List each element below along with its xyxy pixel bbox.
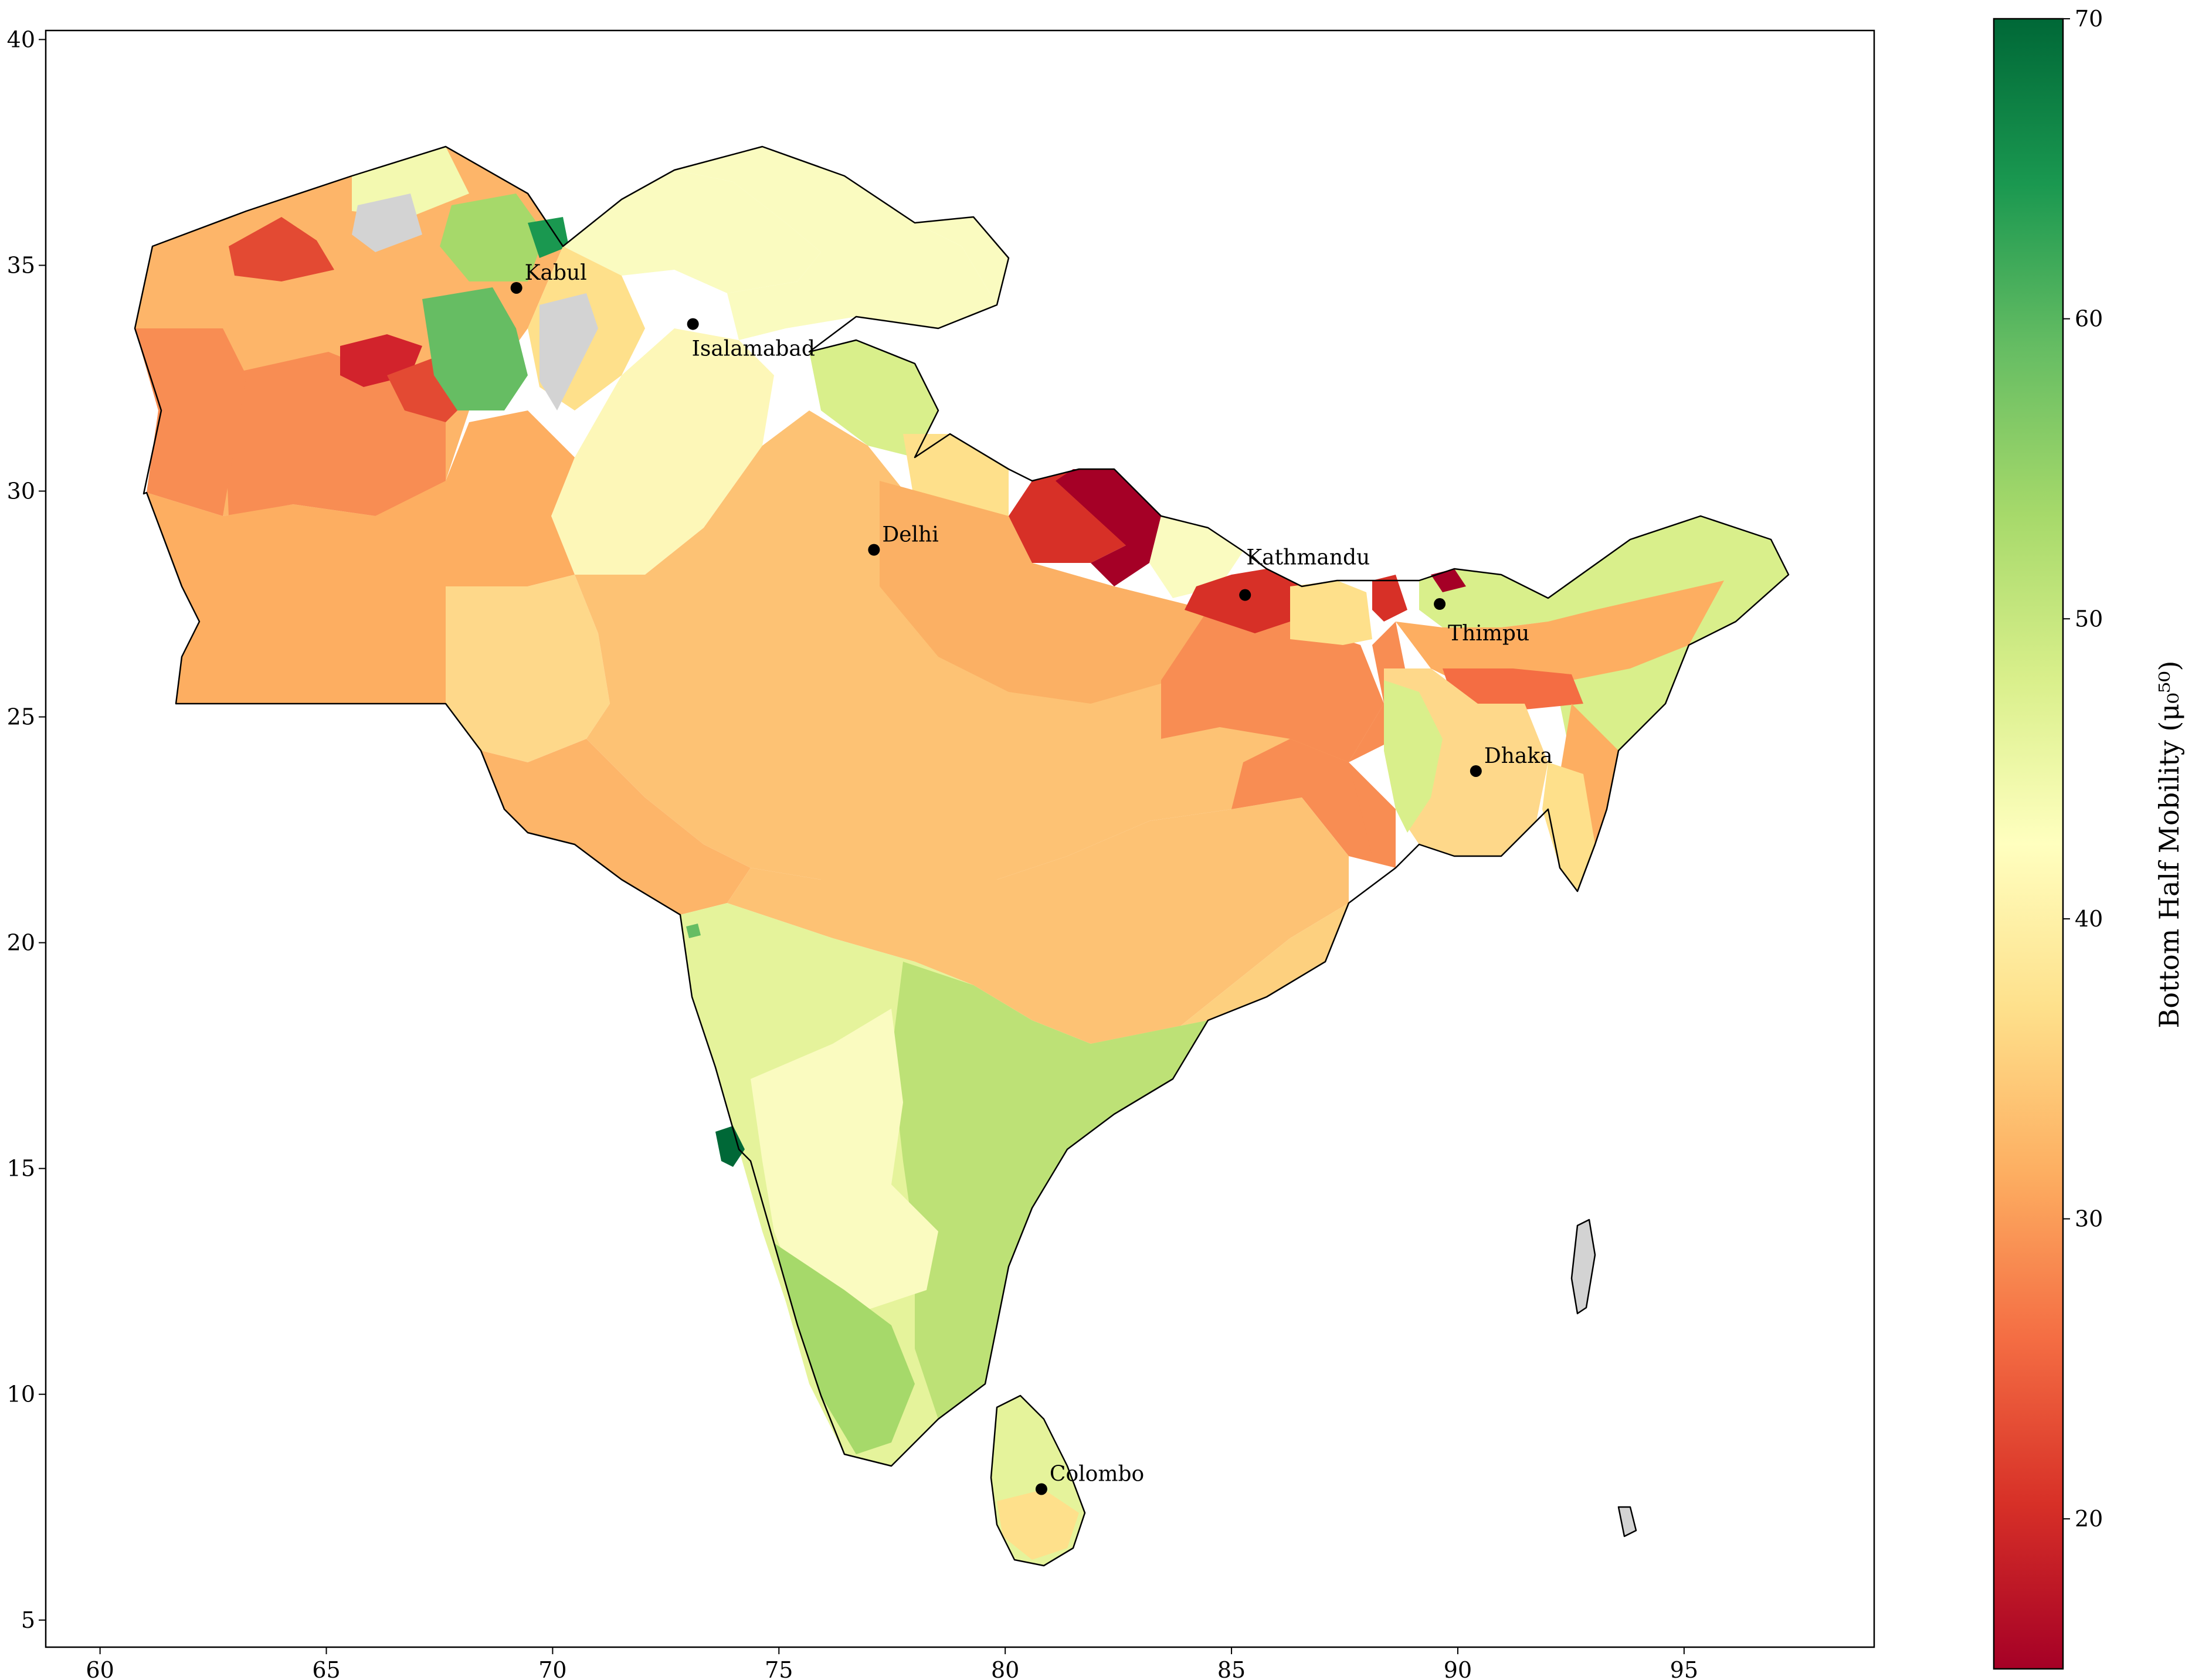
city-markers: Kabul Isalamabad Delhi Kathmandu Thimpu Dhaka…	[510, 261, 1553, 1495]
region-sri-lanka-south	[997, 1489, 1079, 1560]
region-kashmir	[674, 147, 997, 340]
region-afghanistan-north-green	[440, 194, 545, 281]
region-pakistan-nodata	[539, 293, 598, 410]
city-marker-isalamabad	[687, 318, 699, 330]
region-ne-india-red	[1443, 668, 1583, 710]
region-afghanistan-herat	[229, 217, 334, 281]
colorbar-ticks: 20 30 40 50 60 70	[2063, 6, 2103, 1532]
y-axis: 5 10 15 20 25 30 35 40	[7, 26, 46, 1633]
region-telangana-ap	[891, 962, 1208, 1419]
region-himachal	[809, 340, 938, 457]
city-marker-delhi	[868, 544, 880, 556]
map-layer	[135, 147, 1789, 1566]
region-bangladesh-green	[1384, 680, 1443, 833]
city-label-thimpu: Thimpu	[1448, 622, 1529, 646]
city-label-kabul: Kabul	[525, 261, 587, 285]
region-nepal-kathmandu	[1185, 569, 1302, 633]
region-nepal-farwest	[1056, 469, 1161, 586]
x-tick-label: 90	[1444, 1657, 1472, 1680]
x-tick-label: 75	[765, 1657, 793, 1680]
region-bhutan-red	[1431, 569, 1466, 592]
colorbar-tick-label: 60	[2075, 306, 2103, 332]
region-afghanistan-east-green	[422, 287, 528, 410]
colorbar-tick-label: 20	[2075, 1506, 2103, 1532]
region-sikkim	[1372, 575, 1407, 622]
city-label-colombo: Colombo	[1050, 1462, 1144, 1486]
andaman-coast	[1570, 1219, 1596, 1315]
city-label-delhi: Delhi	[882, 523, 938, 547]
region-afghanistan-west-orange	[135, 328, 246, 516]
y-tick-label: 25	[7, 704, 35, 730]
region-tamilnadu-kerala	[774, 1243, 915, 1454]
x-axis: 60 65 70 75 80 85 90 95	[86, 1647, 1698, 1680]
region-india-odisha	[1173, 903, 1349, 1032]
colorbar-tick-label: 30	[2075, 1206, 2103, 1232]
city-marker-thimpu	[1434, 598, 1446, 610]
sri-lanka-coast	[990, 1394, 1086, 1567]
region-goa	[715, 1126, 745, 1167]
region-afghanistan-northeast	[528, 217, 569, 258]
x-tick-label: 80	[991, 1657, 1019, 1680]
region-ladakh	[915, 217, 1009, 305]
region-karnataka-interior	[751, 1009, 938, 1314]
region-mumbai	[686, 924, 701, 938]
y-tick-label: 5	[21, 1607, 35, 1633]
region-afghanistan-north-yellow	[352, 147, 469, 217]
y-tick-label: 15	[7, 1156, 35, 1182]
y-tick-label: 40	[7, 26, 35, 52]
region-nepal-east	[1290, 581, 1372, 645]
x-tick-label: 60	[86, 1657, 114, 1680]
y-tick-label: 20	[7, 930, 35, 956]
y-tick-label: 35	[7, 252, 35, 278]
coastline	[134, 145, 1790, 1467]
x-tick-label: 70	[538, 1657, 566, 1680]
city-label-isalamabad: Isalamabad	[692, 337, 815, 361]
region-india-gujarat	[481, 739, 751, 915]
city-marker-kathmandu	[1239, 589, 1251, 601]
colorbar-tick-label: 70	[2075, 6, 2103, 32]
x-tick-label: 85	[1217, 1657, 1246, 1680]
city-marker-dhaka	[1470, 765, 1482, 777]
city-marker-colombo	[1035, 1483, 1047, 1495]
y-tick-label: 30	[7, 478, 35, 504]
region-pakistan-punjab	[551, 328, 774, 575]
city-label-dhaka: Dhaka	[1484, 744, 1553, 768]
colorbar	[1993, 18, 2064, 1670]
region-mizoram	[1542, 762, 1595, 891]
region-pakistan-sindh	[446, 575, 610, 762]
region-afghanistan-nodata	[352, 194, 422, 252]
colorbar-tick-label: 50	[2075, 606, 2103, 632]
colorbar-tick-label: 40	[2075, 906, 2103, 932]
region-india-central	[727, 797, 1349, 1044]
x-tick-label: 65	[312, 1657, 340, 1680]
city-label-kathmandu: Kathmandu	[1246, 546, 1370, 570]
region-pakistan-north	[563, 170, 821, 293]
y-tick-label: 10	[7, 1382, 35, 1407]
region-afghanistan-central-red2	[387, 358, 469, 422]
region-india-up-east	[880, 481, 1208, 704]
region-afghanistan-southwest	[223, 352, 446, 516]
x-tick-label: 95	[1670, 1657, 1698, 1680]
region-nepal-central-yellow	[1149, 516, 1243, 598]
city-marker-kabul	[510, 281, 522, 294]
nicobar-coast	[1617, 1506, 1637, 1538]
region-india-bihar	[1161, 610, 1384, 762]
colorbar-label: Bottom Half Mobility (μ₀⁵⁰)	[2153, 661, 2185, 1029]
